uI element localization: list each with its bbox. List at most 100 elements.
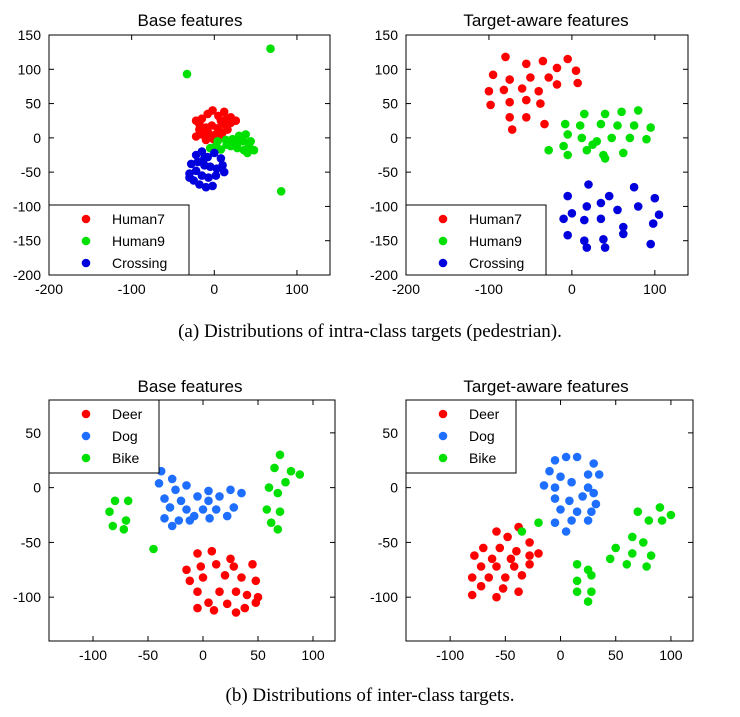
data-point: [633, 202, 643, 211]
x-tick-label: 100: [285, 281, 309, 297]
legend-marker: [81, 214, 91, 224]
series-dog: [539, 452, 604, 536]
data-point: [208, 106, 217, 115]
data-point: [229, 503, 239, 512]
y-tick-label: -50: [21, 534, 41, 550]
chart-panel-4: Target-aware features -100 -50 0 50 100 50 0 -50…: [370, 377, 694, 663]
x-tick-label: -100: [475, 281, 503, 297]
data-point: [209, 606, 219, 615]
data-point: [536, 99, 545, 108]
data-point: [567, 477, 576, 487]
data-point: [226, 554, 235, 564]
data-point: [556, 472, 565, 482]
data-point: [550, 494, 560, 503]
data-point: [506, 554, 516, 564]
data-point: [556, 505, 565, 514]
data-point: [110, 496, 120, 506]
data-point: [492, 527, 501, 536]
data-point: [229, 562, 239, 571]
series-human9: [544, 106, 655, 163]
data-point: [213, 137, 222, 146]
plot-frame: [405, 399, 694, 642]
data-point: [216, 154, 226, 163]
data-point: [486, 100, 495, 110]
data-point: [514, 587, 523, 596]
data-point: [563, 130, 572, 139]
data-point: [195, 119, 204, 129]
data-point: [522, 59, 531, 69]
data-point: [200, 154, 209, 163]
data-point: [509, 562, 519, 571]
data-point: [198, 505, 208, 514]
chart-title: Base features: [138, 11, 243, 30]
data-point: [492, 562, 501, 571]
x-tick-label: 50: [608, 647, 624, 663]
y-tick-label: 0: [390, 480, 398, 496]
data-point: [218, 161, 227, 170]
data-point: [644, 516, 654, 525]
legend-marker: [81, 236, 91, 246]
data-point: [121, 516, 131, 525]
data-point: [629, 182, 639, 192]
data-point: [587, 587, 596, 596]
data-point: [197, 147, 207, 156]
data-point: [582, 202, 592, 211]
data-point: [526, 73, 535, 82]
data-point: [600, 243, 610, 252]
data-point: [571, 66, 581, 75]
legend-label: Human7: [112, 211, 165, 227]
data-point: [240, 603, 250, 613]
series-human9: [182, 44, 286, 196]
data-point: [215, 587, 224, 596]
data-point: [628, 549, 637, 558]
data-point: [561, 527, 571, 536]
x-tick-label: -100: [118, 281, 146, 297]
data-point: [594, 470, 604, 479]
data-point: [572, 452, 582, 462]
data-point: [580, 236, 589, 245]
y-tick-label: 150: [375, 27, 399, 43]
data-point: [573, 78, 582, 88]
data-point: [522, 113, 531, 122]
caption-a: (a) Distributions of intra-class targets…: [178, 321, 562, 342]
data-point: [655, 503, 665, 512]
data-point: [193, 603, 202, 613]
data-point: [176, 496, 186, 506]
data-point: [534, 549, 543, 558]
data-point: [286, 466, 296, 476]
data-point: [639, 538, 648, 547]
data-point: [167, 521, 177, 531]
data-point: [613, 121, 622, 130]
data-point: [539, 481, 549, 490]
series-deer: [182, 546, 263, 617]
data-point: [619, 229, 628, 239]
data-point: [276, 187, 286, 196]
data-point: [262, 505, 272, 514]
data-point: [572, 507, 582, 516]
data-point: [517, 84, 527, 93]
legend-label: Bike: [112, 450, 139, 466]
data-point: [108, 521, 118, 531]
data-point: [538, 56, 548, 66]
legend: Deer Dog Bike: [48, 399, 160, 474]
data-point: [243, 148, 252, 158]
data-point: [567, 516, 576, 525]
data-point: [572, 576, 582, 586]
data-point: [550, 483, 560, 492]
x-tick-label: 0: [210, 281, 218, 297]
data-point: [605, 554, 615, 564]
series-human7: [484, 52, 582, 134]
legend: Deer Dog Bike: [405, 399, 517, 474]
data-point: [211, 560, 221, 569]
data-point: [211, 505, 221, 514]
data-point: [479, 543, 488, 553]
data-point: [575, 121, 585, 130]
data-point: [654, 210, 664, 219]
chart-panel-2: Target-aware features -200 -100 0 100 150 100 5…: [370, 11, 689, 297]
data-point: [646, 123, 655, 132]
data-point: [201, 135, 211, 145]
data-point: [149, 544, 158, 554]
data-point: [171, 485, 180, 495]
data-point: [648, 219, 658, 228]
